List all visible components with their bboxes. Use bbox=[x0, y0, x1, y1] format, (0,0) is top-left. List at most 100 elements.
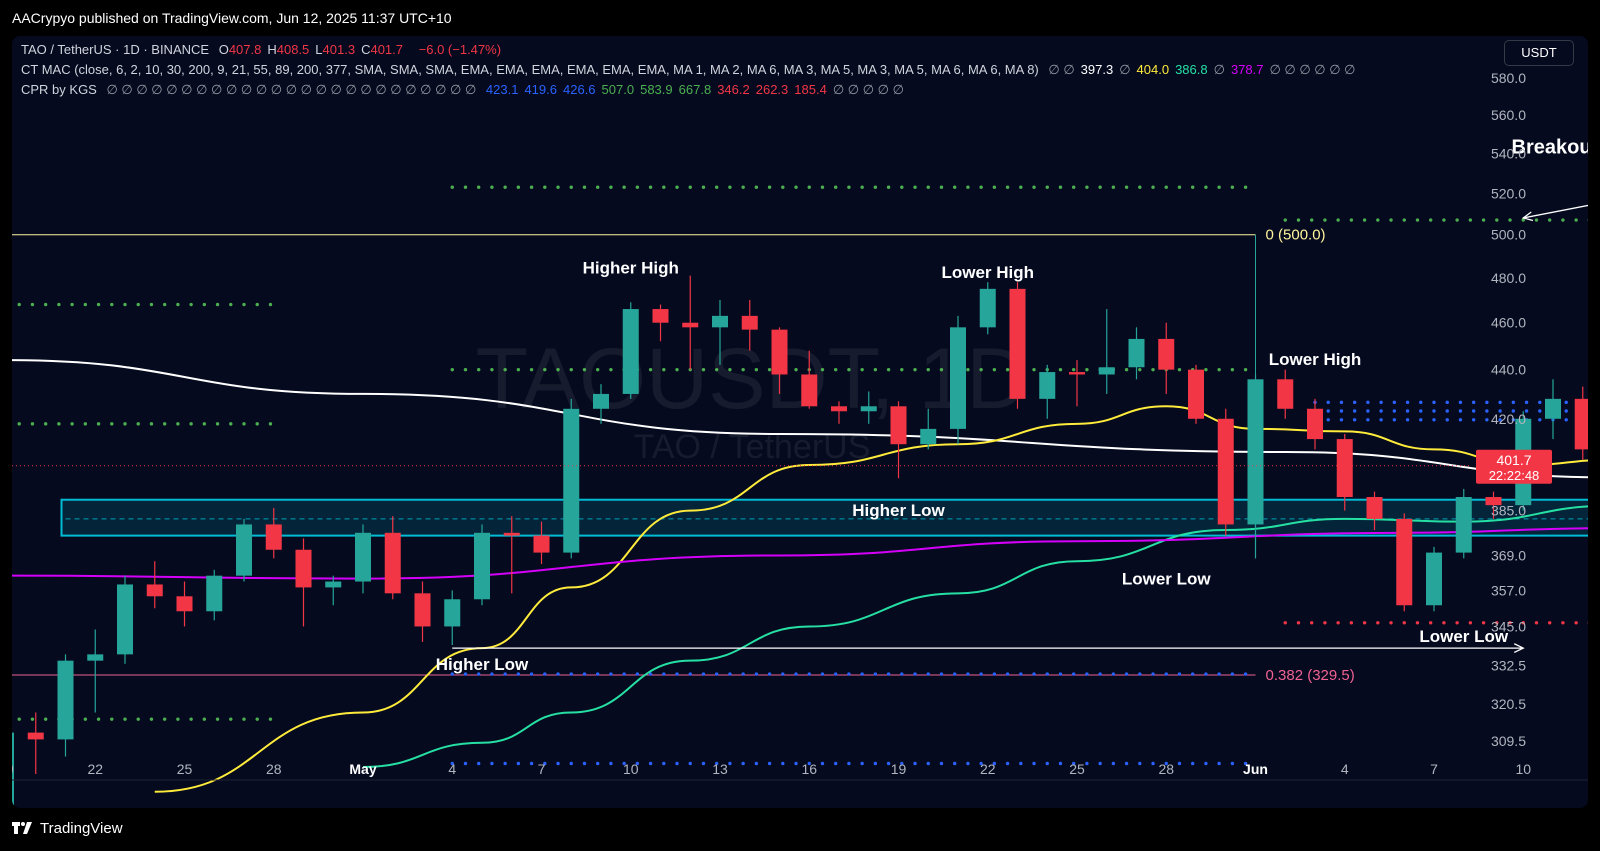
candle-body[interactable] bbox=[593, 394, 609, 409]
y-axis-tick-label: 357.0 bbox=[1491, 582, 1526, 598]
cpr-level-dot bbox=[1376, 218, 1379, 221]
candle-body[interactable] bbox=[1277, 379, 1293, 408]
candle-body[interactable] bbox=[801, 374, 817, 406]
cpr-value: 419.6 bbox=[524, 82, 557, 97]
cpr-level-dot bbox=[1151, 672, 1154, 675]
chart-annotation[interactable]: Lower High bbox=[941, 263, 1034, 282]
candle-body[interactable] bbox=[742, 316, 758, 330]
x-axis-tick-label: Jun bbox=[1243, 761, 1268, 777]
cpr-level-dot bbox=[44, 303, 47, 306]
candle-body[interactable] bbox=[1248, 379, 1264, 524]
candle-body[interactable] bbox=[1307, 409, 1323, 439]
cpr-level-dot bbox=[900, 672, 903, 675]
candle-body[interactable] bbox=[1575, 399, 1588, 450]
candle-body[interactable] bbox=[831, 406, 847, 411]
candle-body[interactable] bbox=[1337, 439, 1353, 497]
candle-body[interactable] bbox=[1426, 553, 1442, 606]
candle-body[interactable] bbox=[444, 599, 460, 626]
candle-body[interactable] bbox=[1367, 497, 1383, 519]
cpr-level-dot bbox=[256, 303, 259, 306]
candle-body[interactable] bbox=[87, 654, 103, 660]
candle-body[interactable] bbox=[266, 524, 282, 549]
candle-body[interactable] bbox=[504, 533, 520, 536]
support-zone[interactable] bbox=[62, 500, 1589, 536]
cpr-level-dot bbox=[1416, 621, 1419, 624]
cpr-level-dot bbox=[1204, 186, 1207, 189]
candle-body[interactable] bbox=[1456, 497, 1472, 553]
y-axis-tick-label: 332.5 bbox=[1491, 657, 1526, 673]
candle-body[interactable] bbox=[1396, 519, 1412, 605]
cpr-level-dot bbox=[1406, 409, 1409, 412]
candle-body[interactable] bbox=[1188, 370, 1204, 419]
candle-body[interactable] bbox=[474, 533, 490, 599]
cpr-level-dot bbox=[689, 672, 692, 675]
candle-body[interactable] bbox=[1069, 372, 1085, 374]
candle-body[interactable] bbox=[236, 524, 252, 575]
candle-body[interactable] bbox=[772, 330, 788, 375]
cpr-level-dot bbox=[1059, 186, 1062, 189]
cpr-level-dot bbox=[269, 717, 272, 720]
candle-body[interactable] bbox=[682, 323, 698, 328]
cpr-level-dot bbox=[715, 368, 718, 371]
candle-body[interactable] bbox=[534, 536, 550, 553]
cpr-indicator-title[interactable]: CPR by KGS bbox=[21, 82, 97, 97]
chart-annotation[interactable]: Lower High bbox=[1269, 350, 1362, 369]
cpr-level-dot bbox=[1482, 621, 1485, 624]
candle-body[interactable] bbox=[920, 429, 936, 444]
cpr-level-dot bbox=[1125, 762, 1128, 765]
candle-body[interactable] bbox=[58, 661, 74, 740]
candle-body[interactable] bbox=[1545, 399, 1561, 419]
cpr-level-dot bbox=[477, 762, 480, 765]
tradingview-logo[interactable]: TradingView bbox=[12, 808, 123, 850]
cpr-level-dot bbox=[675, 762, 678, 765]
cpr-level-dot bbox=[821, 368, 824, 371]
candle-body[interactable] bbox=[980, 289, 996, 327]
candle-body[interactable] bbox=[147, 584, 163, 596]
candle-body[interactable] bbox=[1099, 367, 1115, 374]
candle-body[interactable] bbox=[861, 406, 877, 411]
candle-body[interactable] bbox=[1218, 419, 1234, 525]
cpr-level-dot bbox=[1151, 186, 1154, 189]
cpr-level-dot bbox=[1191, 186, 1194, 189]
cpr-level-dot bbox=[84, 717, 87, 720]
candle-body[interactable] bbox=[296, 550, 312, 588]
candle-body[interactable] bbox=[117, 584, 133, 654]
candle-body[interactable] bbox=[385, 533, 401, 594]
chart-annotation[interactable]: Higher Low bbox=[436, 655, 529, 674]
currency-button[interactable]: USDT bbox=[1504, 40, 1574, 66]
candle-body[interactable] bbox=[712, 316, 728, 327]
cpr-level-dot bbox=[715, 672, 718, 675]
cpr-level-dot bbox=[979, 368, 982, 371]
candle-body[interactable] bbox=[415, 593, 431, 626]
candle-body[interactable] bbox=[950, 327, 966, 429]
candle-body[interactable] bbox=[1039, 372, 1055, 399]
cpr-level-dot bbox=[940, 762, 943, 765]
candle-body[interactable] bbox=[623, 309, 639, 394]
cpr-level-dot bbox=[203, 303, 206, 306]
candle-body[interactable] bbox=[206, 576, 222, 612]
candle-body[interactable] bbox=[355, 533, 371, 582]
mac-indicator-title[interactable]: CT MAC (close, 6, 2, 10, 30, 200, 9, 21,… bbox=[21, 62, 1039, 77]
candle-body[interactable] bbox=[1158, 339, 1174, 370]
cpr-level-dot bbox=[940, 368, 943, 371]
candle-body[interactable] bbox=[1129, 339, 1145, 367]
moving-average-line[interactable] bbox=[155, 406, 1588, 791]
chart-annotation[interactable]: Higher Low bbox=[852, 501, 945, 520]
symbol-watermark: TAOUSDT, 1D bbox=[476, 331, 1029, 427]
candle-body[interactable] bbox=[891, 406, 907, 444]
y-axis-tick-label: 320.5 bbox=[1491, 696, 1526, 712]
chart-annotation[interactable]: Higher High bbox=[583, 258, 679, 277]
candle-body[interactable] bbox=[653, 309, 669, 323]
candle-body[interactable] bbox=[563, 409, 579, 553]
candle-body[interactable] bbox=[177, 596, 193, 611]
candle-body[interactable] bbox=[28, 733, 44, 740]
candle-body[interactable] bbox=[1010, 289, 1026, 399]
annotation-arrow[interactable] bbox=[1523, 189, 1588, 218]
candle-body[interactable] bbox=[325, 582, 341, 588]
chart-annotation[interactable]: Lower Low bbox=[1122, 569, 1212, 588]
x-axis-tick-label: 19 bbox=[12, 761, 14, 777]
cpr-level-dot bbox=[913, 186, 916, 189]
cpr-level-dot bbox=[874, 762, 877, 765]
